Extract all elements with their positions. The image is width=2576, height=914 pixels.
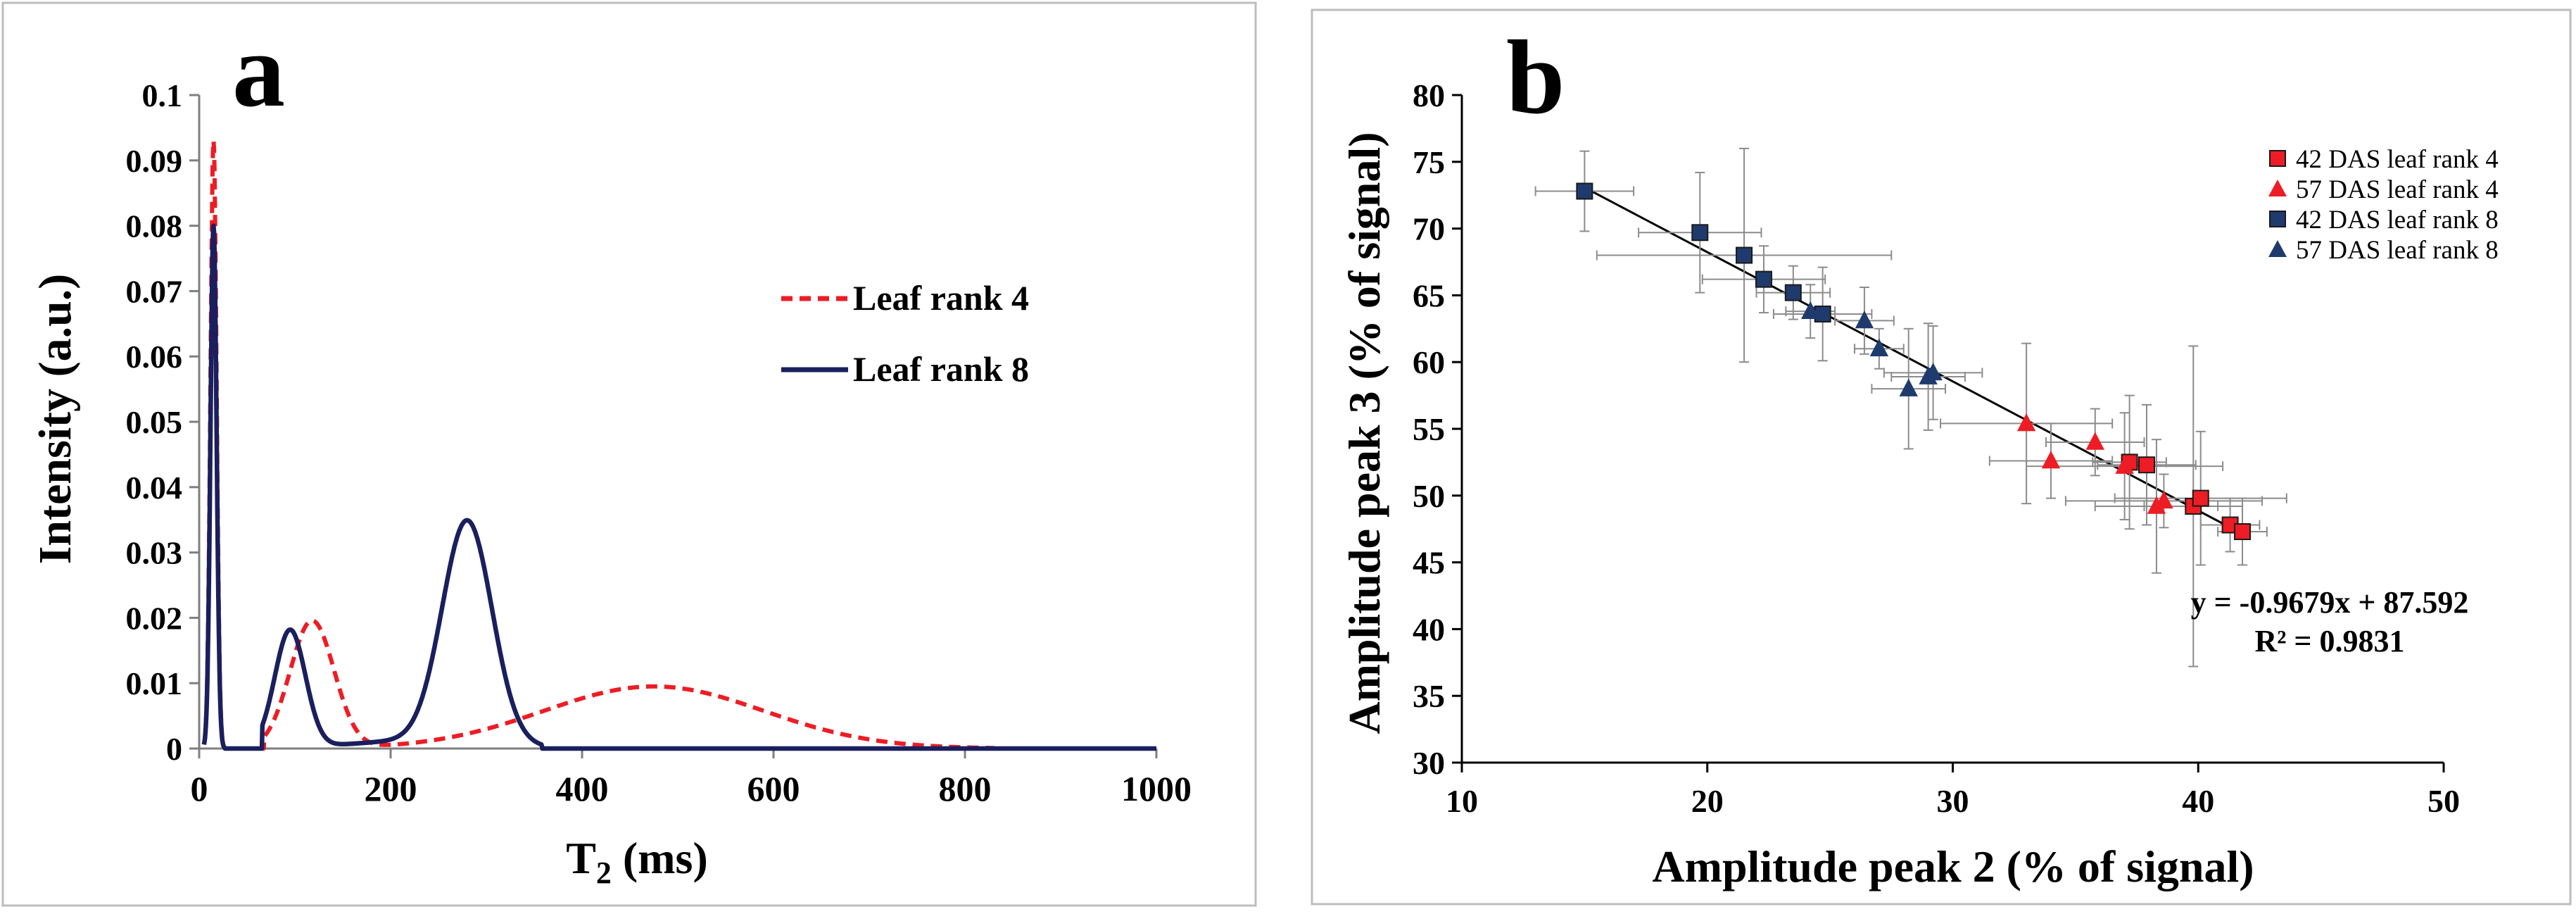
panel-b-y-tick-label: 80 [1413, 77, 1445, 113]
panel-b-x-tick-label: 40 [2182, 783, 2214, 819]
panel-b-y-tick-label: 45 [1413, 545, 1445, 581]
panel-b-y-tick-label: 35 [1413, 678, 1445, 714]
panel-a-y-tick-label: 0 [166, 731, 182, 767]
panel-b-y-tick-label: 65 [1413, 277, 1445, 313]
panel-b-x-tick-label: 50 [2427, 783, 2460, 819]
data-point-triangle [2085, 432, 2104, 450]
data-point-square [1814, 305, 1831, 323]
legend-marker-square [2269, 211, 2286, 227]
data-point-square [1784, 284, 1802, 301]
panel-a-y-tick-label: 0.01 [126, 665, 183, 701]
legend-label-leaf-rank-8: Leaf rank 8 [853, 349, 1029, 389]
panel-a-label: a [232, 12, 285, 129]
panel-a-x-tick-label: 400 [556, 769, 609, 808]
panel-b-y-tick-label: 30 [1413, 745, 1445, 781]
data-point-square [1736, 246, 1753, 264]
panel-b-x-axis-label: Amplitude peak 2 (% of signal) [1652, 841, 2254, 891]
panel-a-y-axis-label: Intensity (a.u.) [30, 274, 81, 565]
panel-b-x-tick-label: 30 [1937, 783, 1969, 819]
legend-marker-square [2269, 150, 2286, 167]
data-point-triangle [1899, 378, 1918, 396]
panel-a-x-tick-label: 800 [939, 769, 992, 808]
data-point-square [2234, 522, 2252, 540]
data-point-square [2192, 489, 2209, 507]
panel-a-y-tick-label: 0.1 [142, 77, 183, 113]
panel-a-y-tick-label: 0.09 [126, 143, 183, 179]
data-point-triangle [1869, 338, 1889, 357]
data-point-triangle [1801, 301, 1820, 319]
panel-b-x-tick-label: 10 [1446, 783, 1478, 819]
panel-b-x-tick-label: 20 [1691, 783, 1724, 819]
legend-label: 42 DAS leaf rank 4 [2296, 145, 2499, 174]
panel-a-x-tick-label: 200 [365, 769, 417, 808]
data-point-square [1691, 224, 1709, 242]
panel-a-x-axis-label-main: T [566, 833, 596, 883]
panel-a-y-tick-label: 0.02 [126, 600, 183, 636]
panel-a-x-tick-label: 0 [191, 769, 208, 808]
panel-b-y-tick-label: 70 [1413, 211, 1445, 247]
legend-label: 42 DAS leaf rank 8 [2296, 206, 2499, 234]
panel-b-label: b [1506, 19, 1565, 136]
data-point-square [1755, 270, 1772, 288]
data-point-square [2138, 456, 2156, 474]
panel-a-x-axis-label-rest: (ms) [612, 833, 708, 883]
panel-a-x-tick-label: 1000 [1121, 769, 1192, 808]
regression-line [1584, 186, 2243, 535]
panel-a-y-tick-label: 0.06 [126, 339, 183, 375]
panel-a-y-tick-label: 0.07 [126, 273, 183, 309]
legend-label: 57 DAS leaf rank 4 [2296, 175, 2499, 204]
legend-marker-triangle [2268, 180, 2287, 196]
data-point-triangle [2041, 451, 2061, 469]
panel-a-y-tick-label: 0.05 [126, 404, 183, 440]
panel-a-y-tick-label: 0.04 [126, 470, 183, 506]
panel-a-chart: a 0 0.01 0.02 0.03 0.04 0.05 0.06 0.07 0.08 0.09 0… [30, 12, 1192, 890]
data-point-triangle [2016, 413, 2036, 432]
panel-a-x-tick-label: 600 [747, 769, 800, 808]
panel-a-y-tick-label: 0.03 [126, 535, 183, 571]
fit-r-squared: R² = 0.9831 [2254, 624, 2404, 658]
panel-a-x-axis-label: T2 (ms) [566, 833, 708, 890]
panel-b-y-tick-label: 40 [1413, 611, 1445, 647]
data-point-triangle [1924, 362, 1943, 381]
legend-label-leaf-rank-4: Leaf rank 4 [853, 278, 1029, 318]
legend-label: 57 DAS leaf rank 8 [2296, 236, 2499, 265]
panel-b-frame [1311, 8, 2572, 906]
panel-a-y-tick-label: 0.08 [126, 208, 183, 244]
data-point-triangle [2154, 490, 2173, 509]
data-point-triangle [2115, 456, 2134, 474]
panel-b-y-tick-label: 75 [1413, 144, 1445, 180]
panel-b-chart: b 30 35 40 45 50 55 60 65 70 75 80 10 20 30 40 50 42 DA… [1339, 19, 2499, 891]
panel-b-y-tick-label: 50 [1413, 478, 1445, 514]
panel-b-y-tick-label: 60 [1413, 344, 1445, 380]
panel-b-y-axis-label: Amplitude peak 3 (% of signal) [1339, 132, 1389, 734]
data-point-square [1576, 182, 1593, 200]
series-leaf-rank-8-line [201, 223, 1158, 751]
legend-marker-triangle [2268, 240, 2287, 257]
panel-a-x-axis-label-sub: 2 [596, 856, 612, 890]
panel-b-y-tick-label: 55 [1413, 411, 1445, 447]
fit-equation: y = -0.9679x + 87.592 [2191, 585, 2469, 620]
data-point-triangle [1855, 311, 1874, 329]
